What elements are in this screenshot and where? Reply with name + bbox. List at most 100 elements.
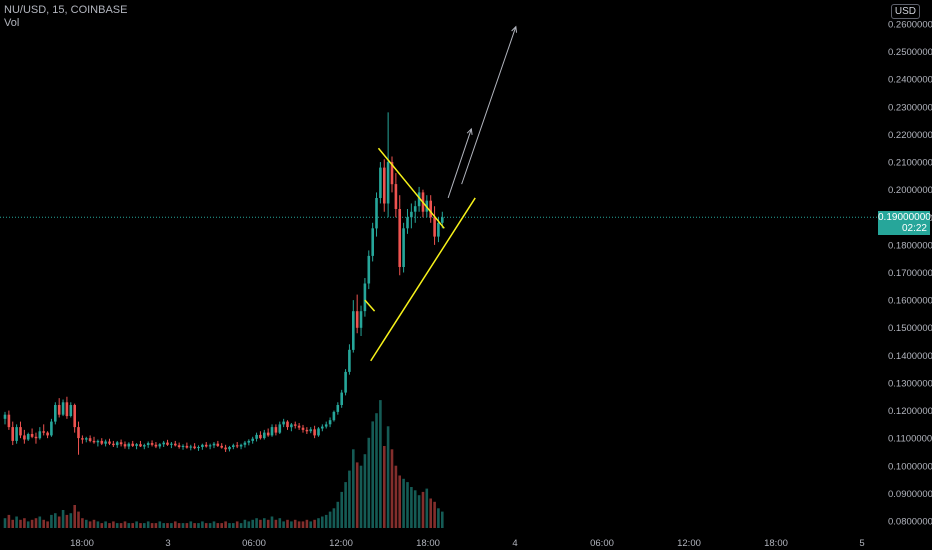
volume-bar bbox=[92, 519, 96, 528]
volume-bar bbox=[232, 523, 235, 528]
candle-body bbox=[19, 427, 22, 436]
volume-bar bbox=[247, 521, 251, 528]
candle-body bbox=[201, 444, 204, 447]
volume-bar bbox=[406, 482, 409, 528]
candle-body bbox=[73, 405, 76, 428]
volume-bar bbox=[383, 446, 386, 528]
volume-bar bbox=[85, 519, 88, 528]
volume-bar bbox=[57, 516, 61, 528]
candle-body bbox=[143, 445, 146, 447]
candle-body bbox=[170, 443, 173, 445]
candle-body bbox=[220, 445, 223, 448]
volume-bar bbox=[7, 514, 11, 528]
bar-countdown: 02:22 bbox=[901, 223, 927, 234]
volume-bar bbox=[181, 523, 185, 528]
candle-body bbox=[150, 443, 154, 445]
candle-body bbox=[317, 428, 320, 436]
time-tick-label: 5 bbox=[859, 538, 864, 549]
candle-body bbox=[46, 432, 49, 436]
volume-bar bbox=[61, 510, 65, 528]
time-tick-label: 12:00 bbox=[329, 538, 353, 549]
volume-bar bbox=[189, 521, 193, 528]
volume-bar bbox=[274, 519, 278, 528]
volume-bar bbox=[146, 521, 150, 528]
volume-bar bbox=[131, 523, 134, 528]
volume-bar bbox=[26, 521, 30, 528]
volume-bar bbox=[201, 521, 204, 528]
volume-bar bbox=[355, 462, 359, 528]
volume-bar bbox=[266, 519, 270, 528]
candle-body bbox=[15, 427, 18, 441]
volume-bar bbox=[50, 514, 53, 528]
volume-bar bbox=[19, 519, 22, 528]
volume-bar bbox=[352, 449, 355, 528]
candle-body bbox=[417, 192, 421, 207]
candle-body bbox=[131, 443, 134, 446]
candle-body bbox=[278, 424, 282, 433]
candle-body bbox=[309, 429, 312, 432]
candle-body bbox=[344, 371, 347, 393]
candle-body bbox=[371, 228, 374, 256]
candle-body bbox=[42, 431, 45, 433]
candle-body bbox=[270, 427, 274, 436]
candle-body bbox=[197, 447, 200, 449]
volume-bar bbox=[3, 518, 7, 528]
candle-body bbox=[92, 440, 96, 443]
time-tick-label: 18:00 bbox=[416, 538, 440, 549]
time-tick-label: 3 bbox=[165, 538, 170, 549]
volume-bar bbox=[239, 523, 243, 528]
symbol-title[interactable]: NU/USD, 15, COINBASE bbox=[4, 4, 128, 16]
candle-body bbox=[367, 255, 371, 284]
projection-arrow bbox=[447, 128, 472, 199]
volume-bar bbox=[30, 519, 34, 528]
candle-body bbox=[123, 444, 127, 447]
candle-body bbox=[266, 432, 270, 436]
candle-body bbox=[158, 444, 162, 447]
candle-body bbox=[174, 443, 177, 446]
candle-body bbox=[243, 442, 247, 445]
volume-bar bbox=[293, 519, 297, 528]
volume-bar bbox=[263, 518, 266, 528]
volume-bar bbox=[143, 523, 146, 528]
volume-bar bbox=[390, 449, 394, 528]
volume-bar bbox=[100, 523, 104, 528]
volume-bar bbox=[433, 501, 436, 528]
candle-body bbox=[352, 311, 355, 350]
candle-body bbox=[375, 198, 378, 229]
time-tick-label: 18:00 bbox=[70, 538, 94, 549]
candle-body bbox=[282, 421, 285, 425]
candle-body bbox=[166, 442, 169, 445]
candle-body bbox=[224, 447, 227, 450]
arrow-head bbox=[511, 25, 518, 33]
volume-bar bbox=[413, 490, 417, 528]
candle-body bbox=[115, 442, 119, 446]
candle-body bbox=[441, 217, 444, 223]
currency-button[interactable]: USD bbox=[890, 4, 920, 19]
candle-body bbox=[127, 443, 131, 447]
volume-bar bbox=[123, 521, 127, 528]
candle-body bbox=[355, 311, 359, 328]
candle-body bbox=[383, 167, 386, 204]
candle-body bbox=[437, 222, 440, 237]
candle-body bbox=[216, 443, 220, 446]
volume-bar bbox=[417, 495, 421, 528]
candle-body bbox=[340, 392, 343, 405]
projection-arrow bbox=[461, 26, 517, 185]
candle-body bbox=[11, 427, 14, 441]
arrow-head bbox=[466, 127, 473, 135]
volume-bar bbox=[270, 516, 274, 528]
volume-bar bbox=[425, 488, 429, 528]
volume-bar bbox=[104, 521, 107, 528]
volume-indicator-label[interactable]: Vol bbox=[4, 17, 20, 29]
candle-body bbox=[38, 431, 42, 439]
candle-body bbox=[390, 162, 394, 185]
candle-body bbox=[232, 445, 235, 447]
